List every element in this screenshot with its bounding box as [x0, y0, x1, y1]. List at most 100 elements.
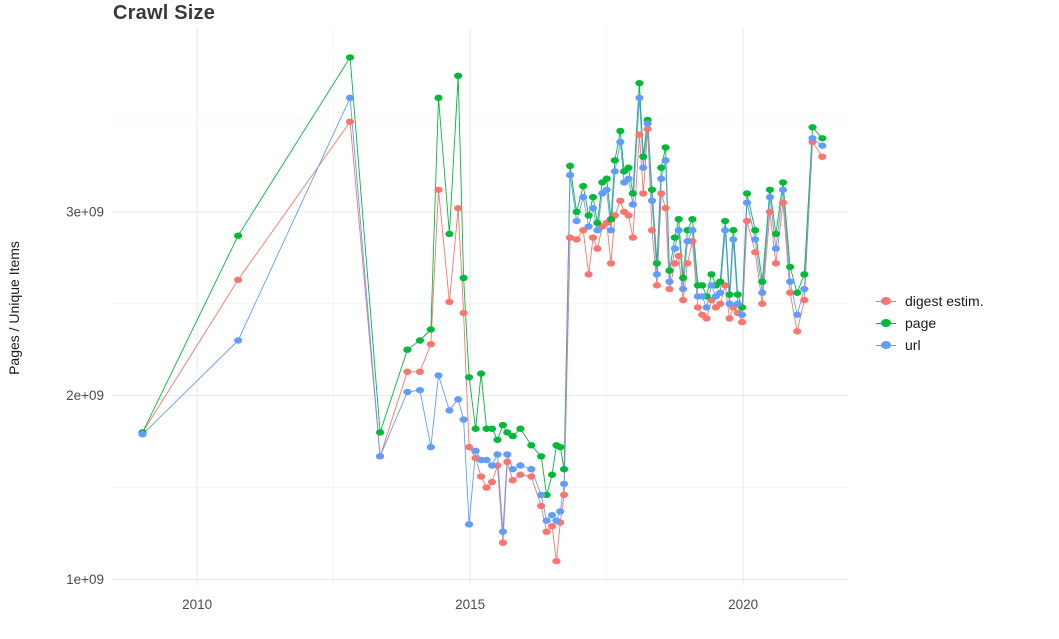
data-point-page	[688, 215, 697, 223]
data-point-url	[375, 453, 385, 460]
data-point-page	[445, 230, 454, 238]
data-point-url	[464, 521, 474, 528]
data-point-digest-estim-	[635, 131, 644, 138]
data-point-url	[702, 304, 711, 311]
data-point-url	[808, 135, 817, 142]
data-point-page	[670, 234, 680, 241]
legend-item-digest-estim-: digest estim.	[874, 290, 984, 312]
data-point-digest-estim-	[527, 473, 536, 480]
data-point-url	[482, 456, 491, 464]
data-point-digest-estim-	[643, 125, 652, 133]
data-point-digest-estim-	[537, 502, 546, 510]
data-point-digest-estim-	[542, 528, 551, 535]
data-point-url	[434, 372, 443, 379]
data-point-digest-estim-	[547, 522, 557, 530]
data-point-page	[674, 215, 683, 223]
data-point-page	[516, 425, 525, 432]
data-point-url	[771, 245, 781, 252]
data-point-digest-estim-	[234, 276, 243, 284]
data-point-page	[527, 442, 536, 449]
data-point-digest-estim-	[679, 296, 688, 304]
data-point-page	[537, 453, 546, 460]
data-point-page	[661, 144, 670, 151]
data-point-digest-estim-	[674, 252, 683, 260]
data-point-page	[234, 232, 243, 239]
data-point-page	[547, 471, 557, 478]
data-point-digest-estim-	[345, 118, 355, 125]
data-point-digest-estim-	[434, 186, 443, 193]
data-point-page	[434, 94, 443, 102]
data-point-url	[729, 236, 738, 243]
legend-key-icon	[874, 334, 898, 356]
data-point-digest-estim-	[725, 315, 734, 322]
data-point-page	[426, 326, 435, 333]
data-point-page	[679, 274, 688, 282]
data-point-digest-estim-	[454, 204, 463, 212]
data-point-digest-estim-	[584, 271, 593, 278]
series-line-url	[142, 97, 823, 533]
data-point-page	[593, 219, 602, 227]
data-point-url	[698, 293, 707, 300]
data-point-page	[652, 260, 662, 267]
data-point-url	[503, 451, 512, 458]
legend-item-page: page	[874, 312, 984, 334]
data-point-page	[602, 175, 611, 182]
data-point-page	[579, 182, 588, 190]
data-point-digest-estim-	[445, 298, 454, 306]
data-point-page	[628, 190, 637, 197]
legend-label: page	[905, 315, 937, 331]
data-point-page	[751, 227, 760, 234]
data-point-page	[487, 425, 497, 432]
data-point-url	[721, 227, 730, 234]
data-point-url	[657, 175, 666, 182]
data-point-page	[403, 346, 412, 353]
data-point-page	[559, 465, 569, 473]
data-point-url	[606, 227, 616, 234]
data-point-url	[683, 238, 692, 245]
data-point-url	[716, 289, 725, 296]
data-point-url	[665, 278, 674, 285]
data-point-page	[471, 425, 480, 432]
data-point-url	[635, 94, 644, 102]
x-tick-label: 2015	[455, 597, 485, 612]
data-point-digest-estim-	[657, 190, 666, 197]
data-point-page	[733, 291, 742, 298]
data-point-url	[610, 168, 619, 175]
data-point-page	[493, 436, 502, 443]
data-point-url	[786, 278, 795, 285]
data-point-url	[758, 289, 767, 296]
data-point-page	[657, 164, 666, 171]
data-point-url	[778, 186, 788, 193]
data-point-digest-estim-	[616, 197, 625, 204]
data-point-url	[737, 311, 747, 318]
data-point-digest-estim-	[476, 473, 486, 480]
data-point-url	[616, 138, 625, 146]
data-point-page	[800, 271, 809, 278]
data-point-page	[742, 190, 752, 197]
data-point-digest-estim-	[415, 368, 425, 375]
data-point-page	[698, 282, 707, 289]
data-point-digest-estim-	[800, 296, 809, 304]
data-point-digest-estim-	[487, 478, 497, 486]
data-point-page	[624, 164, 633, 171]
data-point-url	[751, 236, 760, 243]
data-point-digest-estim-	[683, 260, 692, 267]
series-line-page	[142, 56, 823, 496]
data-point-url	[487, 462, 497, 469]
data-point-page	[778, 179, 788, 186]
data-point-url	[793, 311, 802, 318]
data-point-digest-estim-	[593, 245, 602, 252]
data-point-page	[635, 79, 644, 87]
data-point-page	[565, 162, 575, 170]
data-point-page	[786, 263, 795, 271]
x-tick-label: 2010	[182, 597, 212, 612]
data-point-digest-estim-	[818, 153, 827, 160]
data-point-page	[716, 278, 725, 285]
series-line-digest-estim-	[142, 121, 823, 562]
data-point-url	[552, 517, 561, 524]
data-point-page	[375, 429, 385, 436]
data-point-url	[345, 94, 355, 102]
data-point-url	[670, 245, 680, 252]
data-point-digest-estim-	[482, 484, 491, 491]
